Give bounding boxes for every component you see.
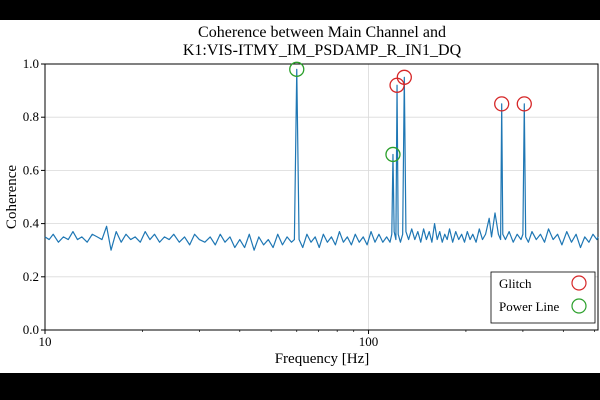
chart-title-line-2: K1:VIS-ITMY_IM_PSDAMP_R_IN1_DQ — [183, 42, 462, 59]
y-axis-ticks: 0.0 0.2 0.4 0.6 0.8 1.0 — [23, 56, 45, 337]
chart-canvas: Coherence between Main Channel and K1:VI… — [0, 20, 600, 373]
glitch-marker-circle — [396, 69, 412, 85]
y-axis-label: Coherence — [4, 165, 20, 229]
plot-frame — [44, 63, 599, 331]
marker-layer — [289, 61, 532, 163]
legend-label-glitch: Glitch — [499, 276, 532, 291]
chart-title-line-1: Coherence between Main Channel and — [198, 24, 446, 41]
legend: Glitch Power Line — [490, 271, 596, 324]
glitch-marker-circle — [494, 96, 510, 112]
y-tick-label: 0.2 — [23, 269, 39, 284]
glitch-marker-circle — [516, 96, 532, 112]
coherence-chart: Coherence between Main Channel and K1:VI… — [4, 24, 599, 367]
y-tick-label: 0.6 — [23, 162, 40, 177]
x-tick-label: 10 — [39, 334, 52, 349]
x-axis-label: Frequency [Hz] — [275, 351, 370, 367]
x-axis-ticks: 10 100 — [39, 330, 596, 349]
y-tick-label: 0.4 — [23, 216, 40, 231]
y-tick-label: 1.0 — [23, 56, 39, 71]
y-tick-label: 0.8 — [23, 109, 39, 124]
legend-power-line-circle-icon — [571, 298, 587, 314]
power-line-marker-circle — [289, 61, 305, 77]
chart-title: Coherence between Main Channel and K1:VI… — [183, 24, 462, 59]
x-tick-label: 100 — [359, 334, 379, 349]
legend-label-power-line: Power Line — [499, 299, 560, 314]
coherence-series-line — [44, 68, 599, 251]
legend-glitch-circle-icon — [571, 275, 587, 291]
power-line-marker-circle — [385, 146, 401, 163]
y-tick-label: 0.0 — [23, 322, 39, 337]
legend-box — [490, 271, 596, 324]
series-layer — [44, 68, 599, 251]
